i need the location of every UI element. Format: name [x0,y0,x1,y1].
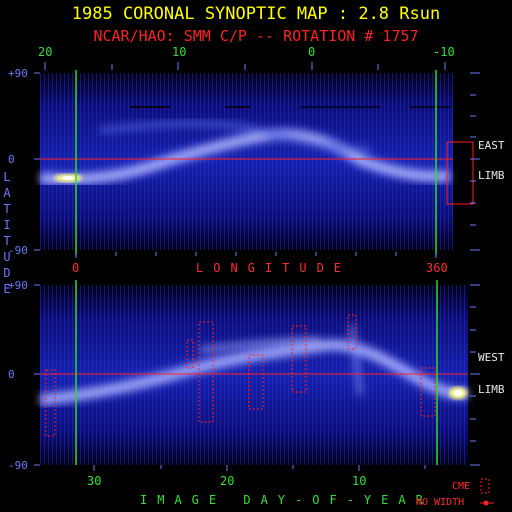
top-axis-tick-20: 20 [38,45,53,59]
cme-legend-label: CME [452,481,471,492]
latitude-letter: A [3,186,11,200]
latitude-letter: I [3,218,11,232]
latitude-letter: U [3,250,11,264]
top-axis-tick-minus10: -10 [433,45,455,59]
no-width-legend-label: NO WIDTH [416,497,465,508]
bottom-lat-tick-plus90: +90 [8,279,28,292]
longitude-tick-360: 360 [426,261,448,275]
latitude-letter: E [3,282,11,296]
latitude-letter: D [3,266,11,280]
top-map-panel [34,62,480,258]
map-title: 1985 CORONAL SYNOPTIC MAP : 2.8 Rsun [71,4,441,24]
west-label: WEST [478,351,505,364]
latitude-axis-label: L A T I T U D E [0,170,14,298]
top-lat-tick-0: 0 [8,153,15,166]
bottom-map-panel [34,280,480,471]
top-right-ticks [34,72,480,251]
cme-legend-symbol [480,478,490,494]
latitude-letter: T [3,234,11,248]
east-label: EAST [478,139,505,152]
top-lat-tick-minus90: -90 [8,244,28,257]
west-limb-label: LIMB [478,383,505,396]
latitude-letter: L [3,170,11,184]
top-streamer-belt [39,119,451,187]
bottom-ticks [34,284,480,471]
top-bottom-ticks [75,252,437,258]
bottom-lat-tick-minus90: -90 [8,459,28,472]
latitude-letter: T [3,202,11,216]
longitude-axis-label: LONGITUDE [196,261,352,275]
top-axis-tick-10: 10 [172,45,187,59]
top-lat-tick-plus90: +90 [8,67,28,80]
day-of-year-axis-label: IMAGE DAY-OF-YEAR [140,493,433,507]
longitude-tick-0: 0 [72,261,80,275]
map-subtitle: NCAR/HAO: SMM C/P -- ROTATION # 1757 [93,27,419,45]
top-axis-tick-0: 0 [308,45,316,59]
cme-markers [45,314,436,437]
legend-symbols [480,478,494,506]
day-tick-10: 10 [352,474,367,488]
day-tick-30: 30 [87,474,102,488]
bottom-lat-tick-0: 0 [8,368,15,381]
east-limb-label: LIMB [478,169,505,182]
top-top-ticks [44,62,446,70]
day-tick-20: 20 [220,474,235,488]
